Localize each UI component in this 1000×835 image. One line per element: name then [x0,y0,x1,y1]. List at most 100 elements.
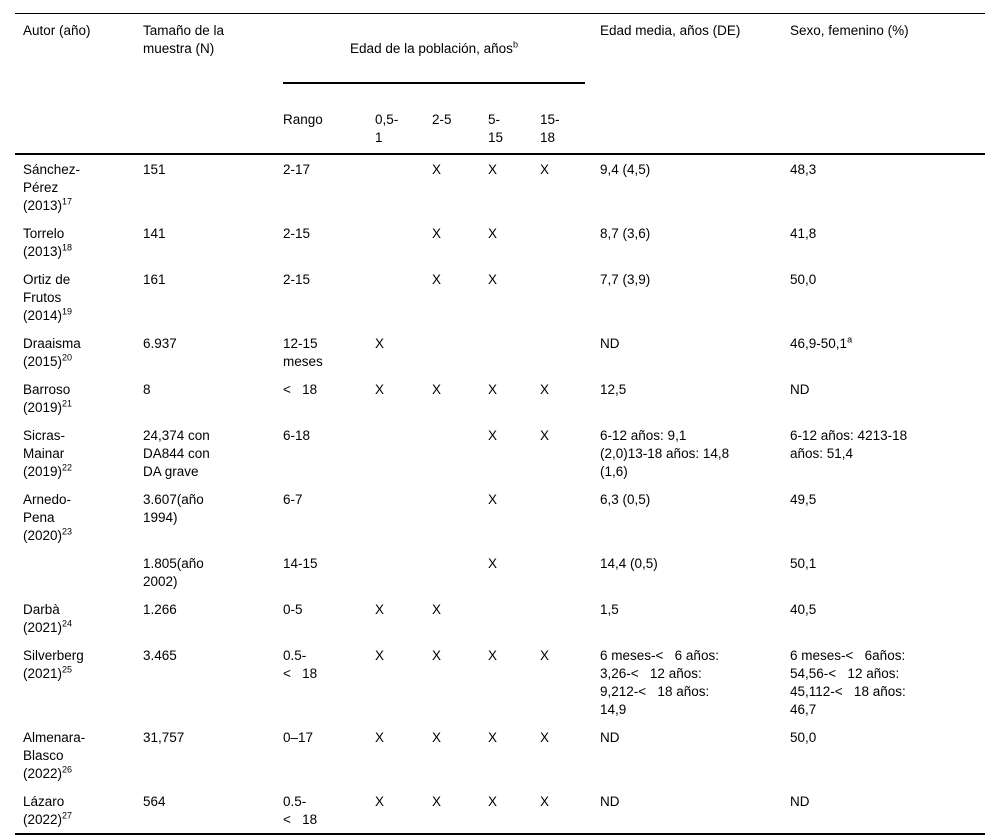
age-mark-cell: X [432,226,442,241]
footnote-ref-a: a [847,334,853,345]
age-mark-cell [375,549,432,595]
range-cell: 0–17 [283,730,314,745]
mean-age-cell: 6 meses-< 6 años: 3,26-< 12 años: 9,212-… [600,648,719,717]
age-mark-cell [540,485,600,549]
female-col-header: Sexo, femenino (%) [790,14,985,155]
table-row: Ortiz de Frutos (2014)19 161 2-15 X X 7,7 (3,9)… [15,265,985,329]
author-cell: Torrelo (2013)18 [23,226,73,259]
author-cell: Barroso (2019)21 [23,382,73,415]
table-row: Torrelo (2013)18 141 2-15 X X 8,7 (3,6) 41,8 [15,219,985,265]
sample-cell: 3.607(año 1994) [143,492,204,525]
table-row: Darbà (2021)24 1.266 0-5 X X 1,5 40,5 [15,595,985,641]
table-row: Sicras- Mainar (2019)22 24,374 con DA844 co… [15,421,985,485]
age-mark-cell: X [375,602,385,617]
age-mark-cell [488,595,540,641]
author-col-header: Autor (año) [15,14,143,155]
mean-age-cell: 6,3 (0,5) [600,492,651,507]
female-pct-cell: 49,5 [790,492,817,507]
mean-age-cell: 7,7 (3,9) [600,272,651,287]
age-group-label-wrap: Edad de la población, añosb [283,39,586,84]
citation-ref: 27 [62,810,73,821]
mean-age-col-header: Edad media, años (DE) [600,14,790,155]
age-sub-header-2-5: 2-5 [432,112,452,127]
female-pct-cell: 41,8 [790,226,817,241]
citation-ref: 26 [62,764,73,775]
sample-col-header: Tamaño de la muestra (N) [143,14,283,155]
author-cell: Almenara- Blasco (2022)26 [23,730,86,781]
range-cell: 12-15 meses [283,336,323,369]
sample-cell: 564 [143,794,166,809]
range-cell: 2-15 [283,226,311,241]
age-mark-cell: X [540,794,550,809]
range-cell: 2-15 [283,272,311,287]
table-row: 1.805(año 2002) 14-15 X 14,4 (0,5) 50,1 [15,549,985,595]
footnote-ref-b: b [512,39,518,50]
age-mark-cell: X [432,794,442,809]
sample-cell: 31,757 [143,730,185,745]
age-mark-cell: X [375,794,385,809]
age-mark-cell: X [432,602,442,617]
age-mark-cell [375,421,432,485]
age-mark-cell: X [488,162,498,177]
age-mark-cell: X [488,556,498,571]
range-cell: 0-5 [283,602,303,617]
age-mark-cell: X [488,428,498,443]
range-cell: 14-15 [283,556,318,571]
sample-cell: 161 [143,272,166,287]
table-row: Lázaro (2022)27 564 0.5- < 18 X X X X ND ND [15,787,985,834]
sample-cell: 1.805(año 2002) [143,556,204,589]
mean-age-cell: ND [600,336,620,351]
age-mark-cell: X [432,272,442,287]
age-mark-cell [375,265,432,329]
table-row: Silverberg (2021)25 3.465 0.5- < 18 X X X X 6 me… [15,641,985,723]
sample-cell: 151 [143,162,166,177]
age-mark-cell: X [540,382,550,397]
age-mark-cell: X [375,336,385,351]
header-row-sub: Rango 0,5- 1 2-5 5- 15 15- 18 [15,102,985,154]
age-mark-cell [432,421,488,485]
age-mark-cell [540,219,600,265]
age-mark-cell: X [540,648,550,663]
age-mark-cell [540,549,600,595]
age-mark-cell: X [375,382,385,397]
citation-ref: 25 [62,664,73,675]
author-cell: Lázaro (2022)27 [23,794,73,827]
author-cell: Sánchez- Pérez (2013)17 [23,162,81,213]
author-cell: Draaisma (2015)20 [23,336,81,369]
age-mark-cell [540,265,600,329]
mean-age-cell: 8,7 (3,6) [600,226,651,241]
citation-ref: 24 [62,618,73,629]
sample-cell: 6.937 [143,336,177,351]
citation-ref: 21 [62,398,73,409]
female-pct-cell: 50,1 [790,556,817,571]
author-cell: Darbà (2021)24 [23,602,73,635]
female-pct-cell: 46,9-50,1a [790,334,853,351]
age-mark-cell [432,549,488,595]
age-mark-cell [540,595,600,641]
range-cell: 0.5- < 18 [283,794,318,827]
age-sub-header-05-1: 0,5- 1 [375,112,399,145]
sample-cell: 3.465 [143,648,177,663]
age-group-label: Edad de la población, años [350,41,513,56]
sample-cell: 141 [143,226,166,241]
female-pct-cell: 6-12 años: 4213-18 años: 51,4 [790,428,908,461]
female-pct-cell: ND [790,382,810,397]
age-group-header: Edad de la población, añosb [283,14,600,103]
age-mark-cell [432,485,488,549]
range-cell: 2-17 [283,162,311,177]
author-cell [15,549,143,595]
citation-ref: 17 [62,196,73,207]
age-mark-cell: X [540,428,550,443]
citation-ref: 18 [62,242,73,253]
author-cell: Ortiz de Frutos (2014)19 [23,272,73,323]
female-pct-cell: 6 meses-< 6años: 54,56-< 12 años: 45,112… [790,648,906,717]
age-mark-cell: X [540,730,550,745]
female-pct-cell: 40,5 [790,602,817,617]
studies-table: Autor (año) Tamaño de la muestra (N) Eda… [15,13,986,835]
table-row: Almenara- Blasco (2022)26 31,757 0–17 X X X X ND 5… [15,723,985,787]
mean-age-cell: 1,5 [600,602,619,617]
table-header: Autor (año) Tamaño de la muestra (N) Eda… [15,14,986,155]
age-mark-cell: X [488,794,498,809]
age-mark-cell: X [375,648,385,663]
author-cell: Sicras- Mainar (2019)22 [23,428,73,479]
